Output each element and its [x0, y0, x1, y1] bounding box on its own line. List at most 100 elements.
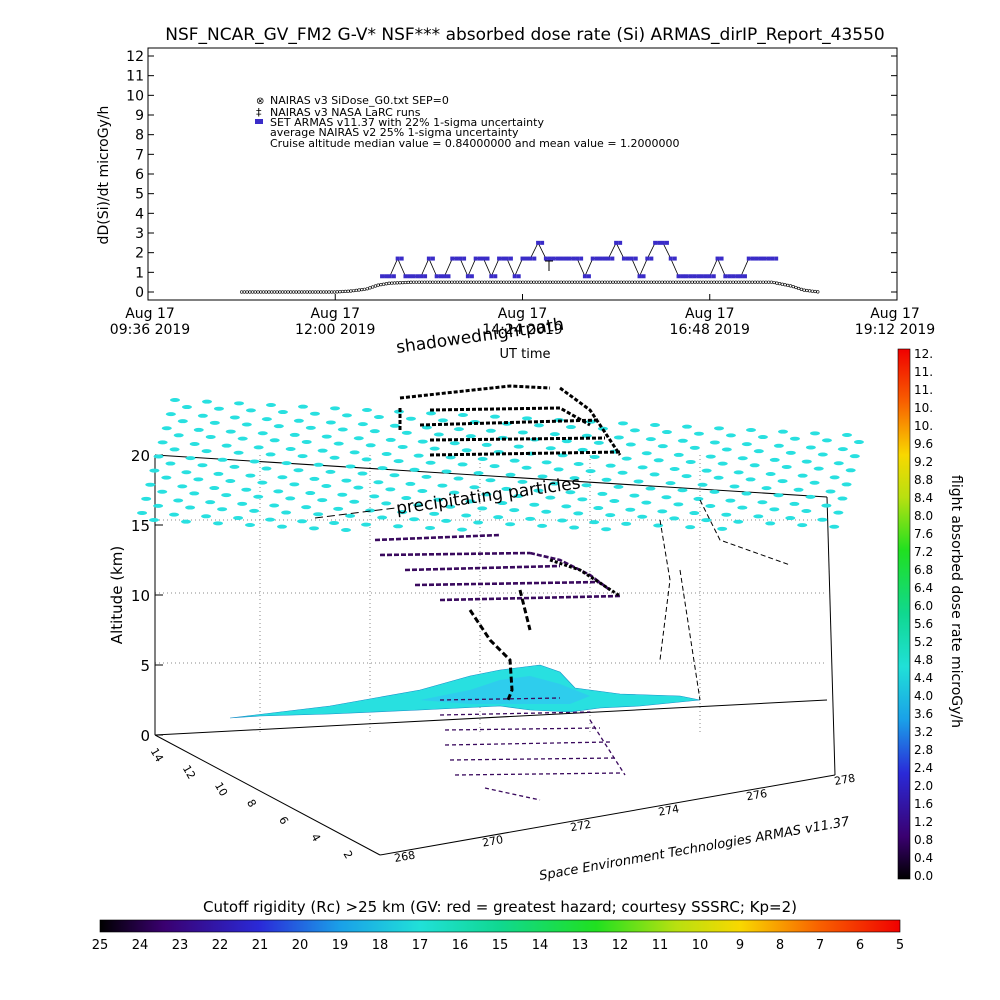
rigidity-dash: [349, 499, 360, 504]
rigidity-dash: [493, 515, 504, 520]
rigidity-dash: [277, 475, 288, 480]
rigidity-dash: [845, 468, 856, 473]
rigidity-dash: [285, 496, 296, 501]
dose-colorbar-tick-label: 8.4: [914, 491, 933, 505]
nairas-point: [537, 280, 541, 284]
nairas-point: [739, 280, 743, 284]
nairas-point: [278, 290, 282, 294]
rigidity-dash: [201, 449, 212, 454]
armas-point: [501, 256, 506, 261]
armas-point: [438, 274, 443, 279]
rigidity-dash: [801, 459, 812, 464]
rigidity-colorbar-tick-label: 9: [736, 938, 744, 953]
armas-point: [411, 274, 416, 279]
rigidity-dash: [217, 507, 228, 512]
nairas-point: [562, 280, 566, 284]
rigidity-dash: [521, 465, 532, 470]
nairas-point: [313, 290, 317, 294]
rigidity-dash: [389, 473, 400, 478]
flight-tracks: [374, 384, 791, 801]
rigidity-dash: [289, 432, 300, 437]
rigidity-dash: [417, 439, 428, 444]
nairas-point: [439, 280, 443, 284]
armas-point: [641, 274, 646, 279]
top-x-axis-label: UT time: [500, 347, 551, 362]
armas-point: [575, 256, 580, 261]
rigidity-dash: [717, 526, 728, 531]
rigidity-dash: [789, 436, 800, 441]
armas-point: [711, 274, 716, 279]
nairas-point: [655, 280, 659, 284]
rigidity-dash: [689, 445, 700, 450]
armas-point: [746, 256, 751, 261]
nairas-point: [788, 284, 793, 288]
nairas-point: [777, 282, 782, 286]
armas-point: [586, 274, 591, 279]
nairas-point: [461, 280, 465, 284]
nairas-point: [485, 280, 489, 284]
rigidity-dash: [737, 456, 748, 461]
rigidity-dash: [549, 481, 560, 486]
rigidity-dash: [381, 501, 392, 506]
rigidity-colorbar-ticks: 25 24 23 22 21 20 19 18 17 16 15 14 13 12 11 10 9 8 7 6 5: [92, 938, 904, 953]
rigidity-dash: [477, 457, 488, 462]
rigidity-dash: [701, 518, 712, 523]
nairas-point: [442, 280, 446, 284]
nairas-point: [529, 280, 533, 284]
nairas-point: [619, 280, 623, 284]
top-y-tick-label: 7: [135, 147, 144, 163]
nairas-point: [327, 290, 331, 294]
rigidity-colorbar-tick-label: 14: [532, 938, 549, 953]
nairas-point: [712, 280, 716, 284]
rigidity-dash: [361, 522, 372, 527]
nairas-point: [715, 280, 719, 284]
rigidity-colorbar-tick-label: 15: [492, 938, 509, 953]
rigidity-dash: [177, 419, 188, 424]
rigidity-dash: [769, 507, 780, 512]
armas-connector: [444, 258, 453, 277]
dose-colorbar-tick-label: 6.8: [914, 563, 933, 577]
armas-point: [703, 274, 708, 279]
nairas-point: [772, 280, 776, 285]
rigidity-dash: [577, 447, 588, 452]
rigidity-dash: [185, 505, 196, 510]
rigidity-dash: [477, 506, 488, 511]
nairas-point: [371, 285, 375, 289]
nairas-point: [534, 280, 539, 284]
nairas-point: [543, 280, 547, 284]
rigidity-dash: [685, 459, 696, 464]
rigidity-dash: [490, 414, 500, 419]
rigidity-dash: [625, 507, 636, 512]
armas-point: [742, 274, 747, 279]
nairas-point: [745, 280, 749, 284]
rigidity-dash: [705, 503, 716, 508]
rigidity-dash: [497, 501, 508, 506]
dose-colorbar-tick-label: 6.0: [914, 599, 933, 613]
rigidity-dash: [433, 432, 444, 437]
nairas-point: [630, 280, 634, 284]
nairas-point: [578, 280, 582, 284]
nairas-point: [289, 290, 293, 294]
rigidity-dash: [725, 433, 736, 438]
rigidity-dash: [305, 425, 316, 430]
nairas-point: [701, 280, 705, 284]
armas-point: [629, 256, 634, 261]
nairas-point: [747, 280, 752, 284]
rigidity-dash: [773, 443, 784, 448]
nairas-point: [444, 280, 449, 284]
armas-point: [719, 256, 724, 261]
rigidity-dash: [193, 477, 204, 482]
nairas-point: [671, 280, 675, 284]
rigidity-dash: [577, 497, 588, 502]
nairas-point: [316, 290, 320, 294]
rigidity-dash: [449, 490, 460, 495]
rigidity-dash: [469, 485, 480, 490]
rigidity-dash: [393, 524, 404, 529]
armas-point: [477, 256, 482, 261]
dose-colorbar-tick-label: 3.2: [914, 725, 933, 739]
rigidity-dash: [545, 446, 556, 451]
nairas-point: [633, 280, 637, 284]
nairas-point: [311, 290, 315, 294]
top-y-axis-label: dD(Si)/dt microGy/h: [96, 106, 112, 245]
rigidity-dash: [557, 518, 568, 523]
